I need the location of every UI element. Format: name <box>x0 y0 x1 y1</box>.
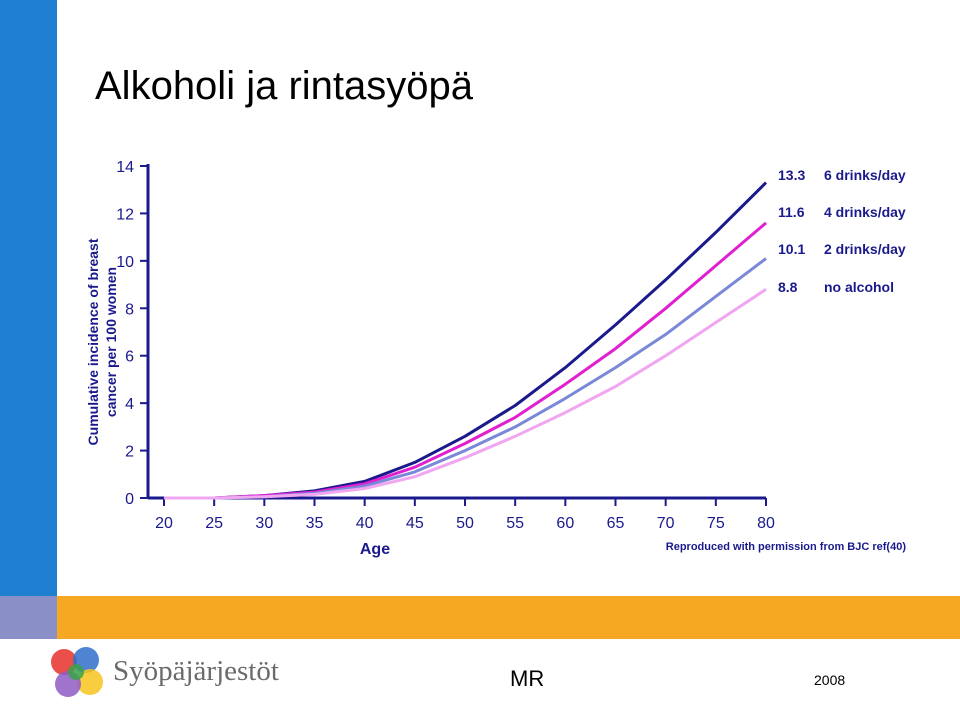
x-tick-label: 35 <box>306 515 324 532</box>
x-tick-label: 20 <box>155 515 173 532</box>
x-tick-label: 25 <box>205 515 223 532</box>
x-tick-label: 40 <box>356 515 374 532</box>
x-tick-label: 65 <box>607 515 625 532</box>
y-axis-title: cancer per 100 women <box>103 267 119 417</box>
organization-logo-icon <box>51 647 103 697</box>
x-tick-label: 80 <box>757 515 775 532</box>
x-tick-label: 45 <box>406 515 424 532</box>
series-end-value-label: 8.8 <box>778 279 798 295</box>
legend-entry-label: 2 drinks/day <box>824 241 906 257</box>
series-line <box>164 257 767 500</box>
series-end-value-label: 10.1 <box>778 241 805 257</box>
slide-year: 2008 <box>814 672 846 688</box>
y-tick-label: 8 <box>125 301 134 318</box>
y-tick-label: 14 <box>116 159 134 176</box>
x-axis-title: Age <box>360 541 390 558</box>
sidebar-accent-bottom <box>0 596 57 639</box>
chart-footnote: Reproduced with permission from BJC ref(… <box>666 541 907 553</box>
y-tick-label: 0 <box>125 491 134 508</box>
y-tick-label: 2 <box>125 444 134 461</box>
x-tick-label: 70 <box>657 515 675 532</box>
series-end-value-label: 13.3 <box>778 167 805 183</box>
footer-band <box>57 596 960 639</box>
legend-entry-label: no alcohol <box>824 279 894 295</box>
sidebar-accent <box>0 0 57 596</box>
series-end-value-label: 11.6 <box>778 204 805 220</box>
x-tick-label: 30 <box>255 515 273 532</box>
y-tick-label: 6 <box>125 349 134 366</box>
author-initials: MR <box>510 666 545 691</box>
x-tick-label: 55 <box>506 515 524 532</box>
legend-entry-label: 4 drinks/day <box>824 204 906 220</box>
y-tick-label: 4 <box>125 396 134 413</box>
x-tick-label: 75 <box>707 515 725 532</box>
legend-entry-label: 6 drinks/day <box>824 167 906 183</box>
x-tick-label: 60 <box>556 515 574 532</box>
series-line <box>164 288 767 500</box>
organization-name: Syöpäjärjestöt <box>113 655 279 687</box>
x-tick-label: 50 <box>456 515 474 532</box>
y-tick-label: 10 <box>116 254 134 271</box>
breast-cancer-alcohol-chart: 0 2 4 6 8 10 12 14 20 25 30 35 40 45 50 55 60 65 70 75 80 Age… <box>85 159 907 558</box>
slide-title: Alkoholi ja rintasyöpä <box>95 64 473 108</box>
y-axis-title: Cumulative incidence of breast <box>85 238 101 445</box>
y-tick-label: 12 <box>116 206 134 223</box>
